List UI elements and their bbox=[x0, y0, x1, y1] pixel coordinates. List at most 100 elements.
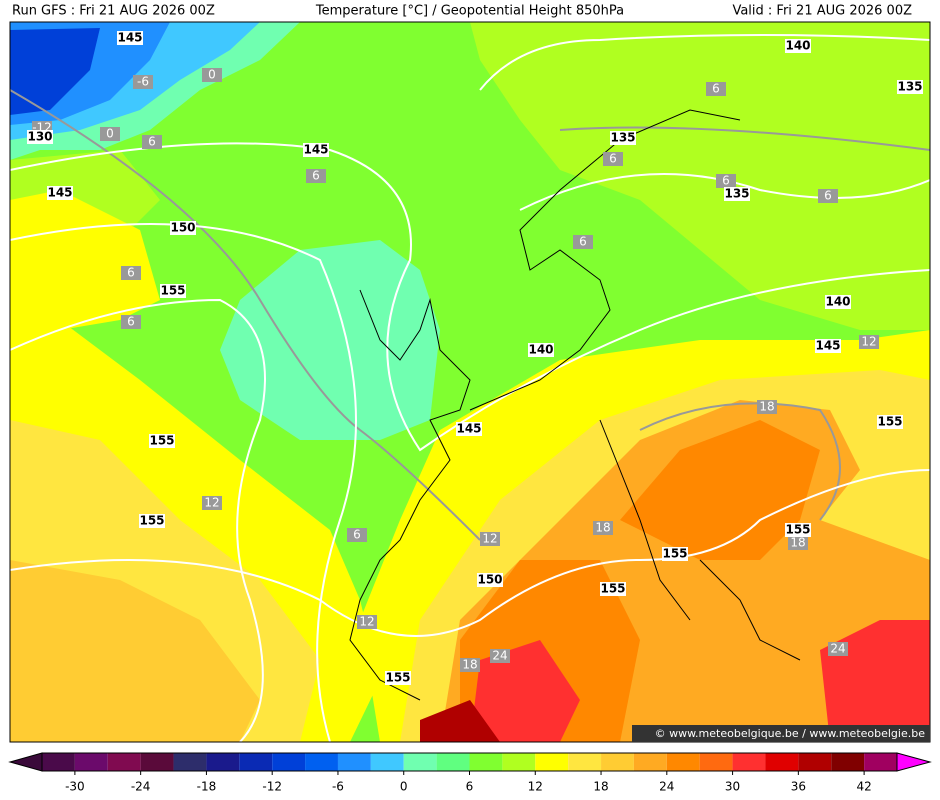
temp-label-bg bbox=[788, 536, 808, 550]
colorbar-tick-label: -30 bbox=[65, 780, 85, 794]
temp-label: 0 bbox=[106, 127, 114, 141]
temp-label-bg bbox=[490, 649, 510, 663]
colorbar-swatch bbox=[42, 753, 75, 771]
temp-label-bg bbox=[716, 174, 736, 188]
height-label: 150 bbox=[170, 221, 195, 235]
height-label: 135 bbox=[610, 131, 635, 145]
colorbar-swatch bbox=[633, 753, 667, 771]
colorbar-swatch bbox=[206, 753, 240, 771]
height-label-bg bbox=[170, 221, 196, 235]
colorbar-swatch bbox=[765, 753, 799, 771]
temp-label: -6 bbox=[137, 75, 149, 89]
height-label: 155 bbox=[160, 284, 185, 298]
height-label: 155 bbox=[385, 671, 410, 685]
colorbar-tick-label: 6 bbox=[466, 780, 474, 794]
temp-label-bg bbox=[100, 127, 120, 141]
height-label-bg bbox=[149, 434, 175, 448]
temp-label-bg bbox=[133, 75, 153, 89]
valid-info: Valid : Fri 21 AUG 2026 00Z bbox=[732, 4, 912, 19]
temp-label-bg bbox=[121, 266, 141, 280]
temp-label: 6 bbox=[712, 82, 720, 96]
colorbar-swatch bbox=[305, 753, 338, 771]
temp-label-bg bbox=[306, 169, 326, 183]
colorbar-swatch bbox=[107, 753, 141, 771]
colorbar-swatch bbox=[173, 753, 207, 771]
colorbar-tick-label: -24 bbox=[131, 780, 151, 794]
colorbar-tick-label: 30 bbox=[725, 780, 740, 794]
temp-label-bg bbox=[202, 496, 222, 510]
height-label-bg bbox=[785, 39, 811, 53]
temp-label: 24 bbox=[492, 649, 507, 663]
temp-label: 6 bbox=[148, 135, 156, 149]
watermark-bg bbox=[632, 725, 930, 742]
temp-label: 6 bbox=[722, 174, 730, 188]
colorbar-tick-label: 24 bbox=[659, 780, 674, 794]
height-label-bg bbox=[600, 582, 626, 596]
temp-label-bg bbox=[460, 658, 480, 672]
height-label: 155 bbox=[139, 514, 164, 528]
temp-label: 6 bbox=[312, 169, 320, 183]
height-label: 145 bbox=[47, 186, 72, 200]
temp-label-bg bbox=[347, 528, 367, 542]
temp-label: 12 bbox=[861, 335, 876, 349]
temp-label-bg bbox=[202, 68, 222, 82]
temp-label: 12 bbox=[359, 615, 374, 629]
height-label-bg bbox=[117, 31, 143, 45]
colorbar-swatch bbox=[732, 753, 766, 771]
height-label-bg bbox=[825, 295, 851, 309]
height-label: 130 bbox=[27, 130, 52, 144]
colorbar-swatch bbox=[568, 753, 602, 771]
colorbar-tick-label: 0 bbox=[400, 780, 408, 794]
height-label: 155 bbox=[785, 523, 810, 537]
colorbar-swatch bbox=[140, 753, 174, 771]
colorbar-swatch bbox=[535, 753, 569, 771]
colorbar-over bbox=[896, 752, 932, 772]
colorbar-swatch bbox=[272, 753, 306, 771]
temp-label: 0 bbox=[208, 68, 216, 82]
height-label-bg bbox=[456, 422, 482, 436]
temp-label: 6 bbox=[353, 528, 361, 542]
height-label-bg bbox=[160, 284, 186, 298]
height-label-bg bbox=[139, 514, 165, 528]
colorbar-swatch bbox=[831, 753, 865, 771]
height-label: 135 bbox=[897, 80, 922, 94]
temp-label-bg bbox=[818, 189, 838, 203]
map bbox=[9, 21, 931, 743]
temp-label-bg bbox=[757, 400, 777, 414]
temp-label-bg bbox=[480, 532, 500, 546]
height-label: 155 bbox=[600, 582, 625, 596]
temp-label: 12 bbox=[482, 532, 497, 546]
temp-label: 12 bbox=[204, 496, 219, 510]
temp-label: 18 bbox=[759, 400, 774, 414]
height-label: 155 bbox=[662, 547, 687, 561]
colorbar-swatch bbox=[502, 753, 536, 771]
height-label: 145 bbox=[117, 31, 142, 45]
height-label-bg bbox=[47, 186, 73, 200]
temp-label-bg bbox=[593, 521, 613, 535]
height-label-bg bbox=[528, 343, 554, 357]
height-label-bg bbox=[662, 547, 688, 561]
temp-label: 6 bbox=[609, 152, 617, 166]
height-label-bg bbox=[815, 339, 841, 353]
colorbar-swatch bbox=[469, 753, 503, 771]
colorbar-swatch bbox=[403, 753, 437, 771]
colorbar-swatch bbox=[666, 753, 700, 771]
height-label: 145 bbox=[815, 339, 840, 353]
colorbar-tick-label: -6 bbox=[332, 780, 344, 794]
colorbar-tick-label: -12 bbox=[262, 780, 282, 794]
temp-label-bg bbox=[573, 235, 593, 249]
temp-label-bg bbox=[706, 82, 726, 96]
height-label-bg bbox=[724, 187, 750, 201]
height-label: 155 bbox=[877, 415, 902, 429]
temp-label-bg bbox=[603, 152, 623, 166]
temp-label: 6 bbox=[127, 266, 135, 280]
colorbar-swatch bbox=[864, 753, 897, 771]
temp-label-bg bbox=[142, 135, 162, 149]
height-label-bg bbox=[610, 131, 636, 145]
colorbar-swatch bbox=[699, 753, 733, 771]
colorbar-swatch bbox=[337, 753, 371, 771]
height-label: 145 bbox=[456, 422, 481, 436]
height-label: 140 bbox=[785, 39, 810, 53]
